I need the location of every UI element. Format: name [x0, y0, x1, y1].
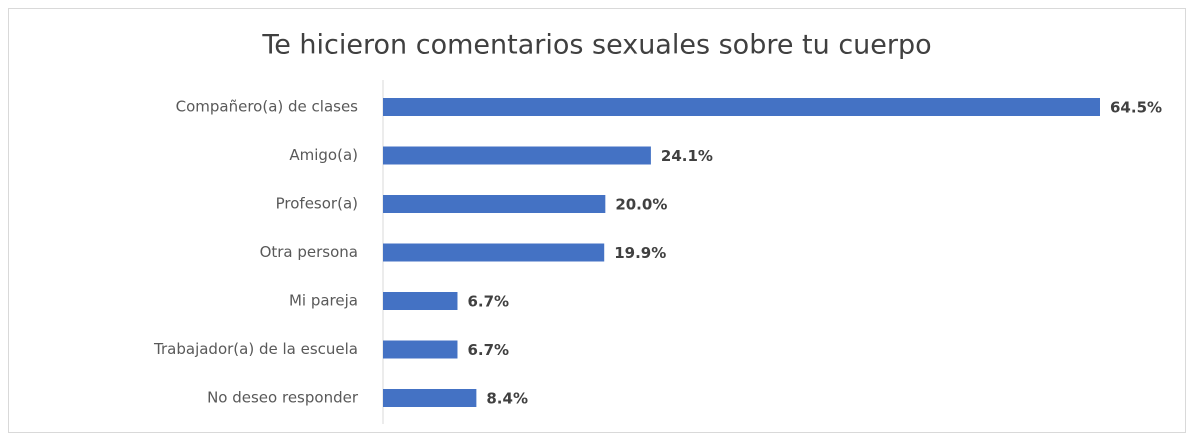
- value-label: 8.4%: [486, 390, 528, 408]
- value-label: 20.0%: [615, 196, 667, 214]
- category-label: Compañero(a) de clases: [176, 98, 359, 116]
- bar: [383, 146, 651, 165]
- category-label: Profesor(a): [276, 195, 358, 213]
- value-label: 6.7%: [467, 341, 509, 359]
- chart-title: Te hicieron comentarios sexuales sobre t…: [261, 30, 931, 61]
- category-label: Otra persona: [260, 243, 358, 261]
- bar: [383, 389, 477, 407]
- category-label: Amigo(a): [289, 146, 358, 164]
- chart-border: [8, 8, 1186, 433]
- value-label: 24.1%: [661, 147, 713, 165]
- category-label: Mi pareja: [289, 292, 358, 310]
- value-label: 6.7%: [467, 293, 509, 311]
- value-label: 64.5%: [1110, 99, 1162, 117]
- category-label: No deseo responder: [207, 389, 359, 407]
- bar: [383, 243, 605, 262]
- value-label: 19.9%: [614, 244, 666, 262]
- category-label: Trabajador(a) de la escuela: [153, 340, 358, 358]
- bar: [383, 195, 606, 213]
- bar: [383, 98, 1100, 116]
- bar: [383, 292, 458, 310]
- bar: [383, 340, 458, 359]
